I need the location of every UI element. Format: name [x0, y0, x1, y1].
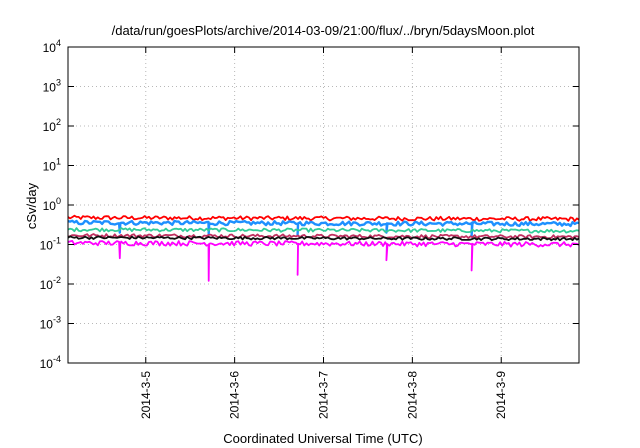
y-tick-label: 10-1: [40, 236, 61, 253]
y-tick-label: 101: [43, 157, 61, 174]
series-line-2: [67, 219, 580, 237]
x-tick-label: 2014-3-9: [494, 371, 508, 419]
series-line-5: [67, 235, 580, 242]
x-axis-label: Coordinated Universal Time (UTC): [223, 431, 422, 446]
x-tick-label: 2014-3-7: [317, 371, 331, 419]
series-line-3: [67, 227, 580, 234]
y-axis-ticks: 10-4 10-3 10-2 10-1 100 101 102 103 104: [40, 38, 579, 371]
y-tick-label: 10-2: [40, 275, 61, 292]
series-group: [67, 214, 580, 282]
y-tick-label: 10-3: [40, 315, 61, 332]
x-tick-label: 2014-3-5: [139, 371, 153, 419]
y-tick-label: 103: [43, 78, 61, 95]
y-tick-label: 100: [43, 196, 61, 213]
x-tick-label: 2014-3-8: [405, 371, 419, 419]
x-tick-label: 2014-3-6: [228, 371, 242, 419]
series-line-1: [67, 214, 580, 222]
y-tick-label: 104: [43, 38, 61, 55]
y-axis-label: cSv/day: [24, 182, 39, 229]
chart-title: /data/run/goesPlots/archive/2014-03-09/2…: [112, 23, 535, 38]
y-tick-label: 10-4: [40, 354, 61, 371]
grid-lines: [68, 47, 579, 363]
x-axis-ticks: 2014-3-5 2014-3-6 2014-3-7 2014-3-8 2014-3-9: [139, 47, 508, 419]
y-tick-label: 102: [43, 117, 61, 134]
series-line-6: [67, 240, 580, 282]
